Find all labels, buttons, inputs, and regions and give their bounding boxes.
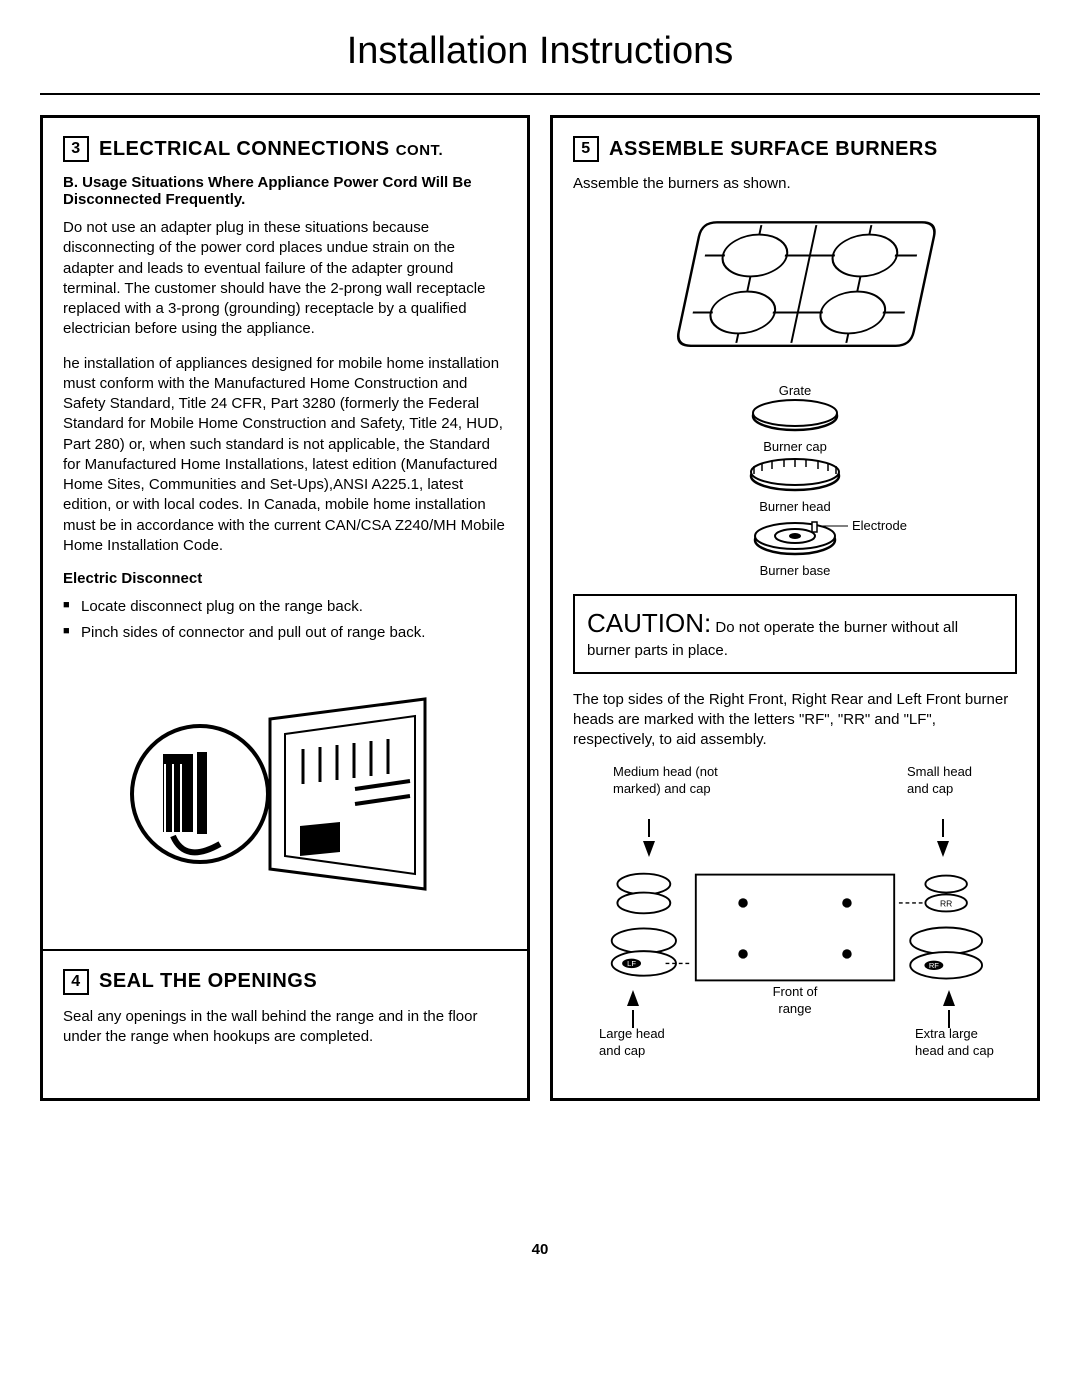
- large-label: Large head and cap: [599, 1026, 689, 1059]
- page-number: 40: [40, 1241, 1040, 1258]
- section-3-title-text: ELECTRICAL CONNECTIONS: [99, 138, 390, 160]
- bullet-1: Locate disconnect plug on the range back…: [63, 597, 507, 617]
- sec3-para-1: Do not use an adapter plug in these situ…: [63, 218, 507, 340]
- step-number-3: 3: [63, 136, 89, 162]
- section-3-title: ELECTRICAL CONNECTIONS CONT.: [99, 138, 443, 161]
- rr-mark: RR: [940, 899, 952, 909]
- right-column: 5 ASSEMBLE SURFACE BURNERS Assemble the …: [550, 115, 1040, 1101]
- left-column: 3 ELECTRICAL CONNECTIONS CONT. B. Usage …: [40, 115, 530, 1101]
- sec3-para-2: he installation of appliances designed f…: [63, 354, 507, 557]
- lf-mark: LF: [627, 960, 636, 969]
- cap-label: Burner cap: [573, 439, 1017, 454]
- front-of-range-label: Front of range: [755, 984, 835, 1017]
- page-title: Installation Instructions: [40, 30, 1040, 95]
- head-label: Burner head: [573, 499, 1017, 514]
- section-4-heading: 4 SEAL THE OPENINGS: [63, 969, 507, 995]
- base-label: Burner base: [573, 563, 1017, 578]
- sec5-intro: Assemble the burners as shown.: [573, 174, 1017, 194]
- section-4-title: SEAL THE OPENINGS: [99, 970, 317, 993]
- electrode-label: Electrode: [852, 518, 907, 533]
- marking-para: The top sides of the Right Front, Right …: [573, 690, 1017, 751]
- section-5-title: ASSEMBLE SURFACE BURNERS: [609, 138, 938, 161]
- caution-word: CAUTION:: [587, 608, 711, 638]
- sub-heading-b: B. Usage Situations Where Appliance Powe…: [63, 174, 507, 208]
- caution-box: CAUTION: Do not operate the burner witho…: [573, 594, 1017, 673]
- grate-label: Grate: [573, 383, 1017, 398]
- sec4-para: Seal any openings in the wall behind the…: [63, 1007, 507, 1048]
- section-3-heading: 3 ELECTRICAL CONNECTIONS CONT.: [63, 136, 507, 162]
- electric-disconnect-heading: Electric Disconnect: [63, 570, 507, 587]
- disconnect-bullets: Locate disconnect plug on the range back…: [63, 597, 507, 644]
- bullet-2: Pinch sides of connector and pull out of…: [63, 623, 507, 643]
- burner-layout-diagram: Medium head (not marked) and cap Small h…: [573, 764, 1017, 1074]
- content-columns: 3 ELECTRICAL CONNECTIONS CONT. B. Usage …: [40, 115, 1040, 1101]
- burner-exploded-diagram: Grate Burner cap Burner head: [573, 208, 1017, 578]
- section-3-cont: CONT.: [396, 142, 444, 159]
- rf-mark: RF: [929, 961, 939, 970]
- disconnect-illustration: [63, 664, 507, 929]
- step-number-4: 4: [63, 969, 89, 995]
- section-5-heading: 5 ASSEMBLE SURFACE BURNERS: [573, 136, 1017, 162]
- step-number-5: 5: [573, 136, 599, 162]
- xlarge-label: Extra large head and cap: [915, 1026, 1005, 1059]
